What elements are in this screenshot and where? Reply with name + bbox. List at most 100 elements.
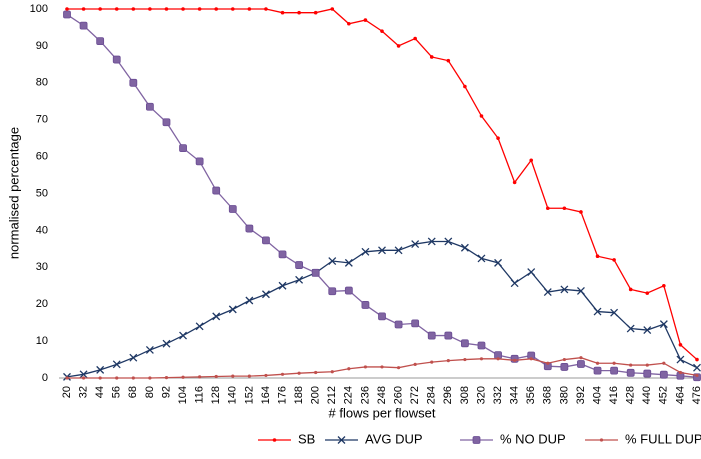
marker xyxy=(65,376,69,380)
marker xyxy=(98,7,102,11)
marker xyxy=(98,376,102,380)
marker xyxy=(228,305,237,314)
marker xyxy=(81,7,86,11)
marker xyxy=(230,7,235,11)
series-line xyxy=(66,240,698,378)
marker xyxy=(179,144,187,153)
x-axis-title: # flows per flowset xyxy=(329,405,436,420)
marker xyxy=(610,366,619,375)
x-tick-label: 236 xyxy=(359,386,371,404)
marker xyxy=(494,258,503,267)
x-tick-label: 80 xyxy=(144,386,156,398)
marker xyxy=(676,355,685,364)
marker xyxy=(546,361,550,365)
marker xyxy=(429,55,434,59)
x-tick-label: 332 xyxy=(492,386,504,404)
marker xyxy=(131,376,135,380)
marker xyxy=(195,157,204,166)
marker xyxy=(145,345,154,354)
marker xyxy=(212,312,221,321)
marker xyxy=(593,366,602,375)
marker xyxy=(512,180,517,185)
marker xyxy=(164,376,169,380)
y-tick-label: 40 xyxy=(36,224,48,236)
marker xyxy=(378,246,386,255)
marker xyxy=(278,281,287,290)
y-tick-label: 100 xyxy=(30,3,48,15)
x-tick-label: 392 xyxy=(575,386,587,404)
marker xyxy=(496,136,500,140)
marker xyxy=(444,237,453,246)
marker xyxy=(328,257,337,265)
marker xyxy=(460,243,469,252)
marker xyxy=(363,365,368,369)
marker xyxy=(659,320,668,329)
marker xyxy=(112,55,121,64)
marker xyxy=(148,376,152,380)
marker xyxy=(264,373,268,378)
marker xyxy=(328,287,337,296)
marker xyxy=(112,360,121,369)
marker xyxy=(245,224,254,233)
x-tick-label: 164 xyxy=(260,386,272,404)
x-tick-label: 20 xyxy=(61,386,73,398)
x-tick-label: 404 xyxy=(591,386,603,404)
x-tick-label: 200 xyxy=(310,386,322,404)
marker xyxy=(262,236,270,245)
marker xyxy=(96,365,105,374)
marker xyxy=(115,376,119,380)
marker xyxy=(181,375,185,379)
legend-marker xyxy=(272,438,277,442)
marker xyxy=(63,10,71,19)
marker xyxy=(297,10,301,15)
legend-marker xyxy=(599,438,604,442)
marker xyxy=(198,375,202,379)
marker xyxy=(129,78,138,87)
marker xyxy=(145,102,154,111)
marker xyxy=(477,254,486,263)
x-tick-label: 464 xyxy=(674,386,686,404)
marker xyxy=(280,10,285,15)
x-tick-label: 320 xyxy=(475,386,487,404)
marker xyxy=(347,367,351,371)
x-tick-label: 56 xyxy=(111,386,123,398)
marker xyxy=(297,371,301,375)
marker xyxy=(228,205,237,213)
marker xyxy=(264,7,268,11)
marker xyxy=(612,361,616,365)
marker xyxy=(380,29,384,33)
x-tick-label: 32 xyxy=(77,386,89,398)
marker xyxy=(593,307,602,316)
x-tick-label: 308 xyxy=(459,386,471,404)
x-tick-label: 104 xyxy=(177,386,189,404)
marker xyxy=(396,366,401,370)
marker xyxy=(162,118,171,127)
marker xyxy=(595,254,600,259)
marker xyxy=(446,359,450,363)
marker xyxy=(314,370,318,375)
marker xyxy=(411,319,420,328)
marker xyxy=(295,275,304,284)
y-tick-label: 70 xyxy=(36,114,48,126)
marker xyxy=(579,356,583,360)
marker xyxy=(129,353,138,362)
x-tick-label: 296 xyxy=(442,386,454,404)
marker xyxy=(543,288,552,296)
y-tick-label: 20 xyxy=(36,298,48,310)
marker xyxy=(576,286,585,295)
marker xyxy=(610,308,619,317)
x-tick-label: 380 xyxy=(558,386,570,404)
marker xyxy=(496,357,500,361)
marker xyxy=(164,7,169,11)
marker xyxy=(662,361,666,365)
marker xyxy=(659,370,668,379)
marker xyxy=(678,370,683,375)
marker xyxy=(411,240,420,249)
legend-marker xyxy=(337,436,346,444)
y-tick-label: 80 xyxy=(36,77,48,89)
y-tick-label: 50 xyxy=(36,187,48,199)
marker xyxy=(344,258,353,267)
marker xyxy=(529,357,533,361)
x-tick-label: 344 xyxy=(509,386,521,404)
marker xyxy=(662,283,666,288)
